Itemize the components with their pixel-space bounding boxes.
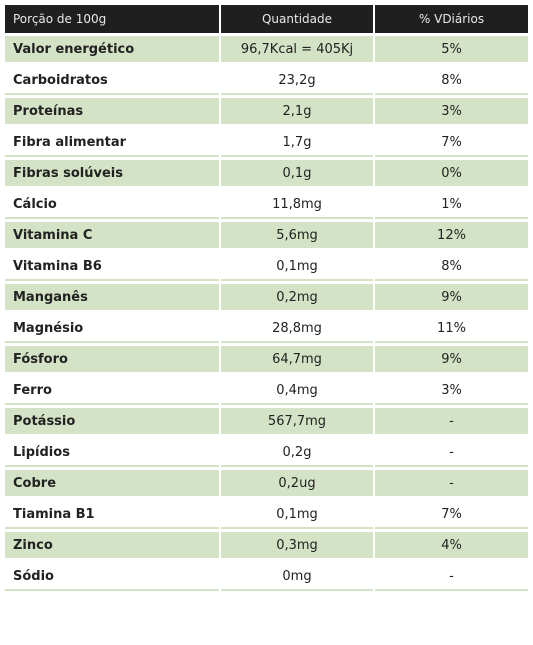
nutrient-quantity: 11,8mg <box>221 191 373 219</box>
nutrient-daily-value: - <box>375 470 528 498</box>
nutrient-daily-value: 3% <box>375 377 528 405</box>
header-portion: Porção de 100g <box>5 5 219 33</box>
nutrient-quantity: 0,1mg <box>221 501 373 529</box>
nutrient-daily-value: 9% <box>375 284 528 312</box>
nutrition-table: Porção de 100g Quantidade % VDiários Val… <box>3 2 530 594</box>
nutrient-daily-value: - <box>375 439 528 467</box>
nutrient-quantity: 0mg <box>221 563 373 591</box>
nutrient-daily-value: 8% <box>375 67 528 95</box>
nutrient-daily-value: 4% <box>375 532 528 560</box>
table-row: Ferro 0,4mg 3% <box>5 377 528 405</box>
nutrient-daily-value: 1% <box>375 191 528 219</box>
nutrient-daily-value: - <box>375 408 528 436</box>
nutrient-daily-value: - <box>375 563 528 591</box>
header-daily-value: % VDiários <box>375 5 528 33</box>
table-row: Fósforo 64,7mg 9% <box>5 346 528 374</box>
nutrient-daily-value: 12% <box>375 222 528 250</box>
nutrient-daily-value: 5% <box>375 36 528 64</box>
nutrient-quantity: 0,4mg <box>221 377 373 405</box>
table-row: Cobre 0,2ug - <box>5 470 528 498</box>
nutrient-name: Proteínas <box>5 98 219 126</box>
nutrient-daily-value: 7% <box>375 501 528 529</box>
nutrient-name: Fibras solúveis <box>5 160 219 188</box>
nutrient-name: Carboidratos <box>5 67 219 95</box>
table-row: Tiamina B1 0,1mg 7% <box>5 501 528 529</box>
nutrient-name: Fósforo <box>5 346 219 374</box>
nutrient-quantity: 23,2g <box>221 67 373 95</box>
nutrient-name: Vitamina B6 <box>5 253 219 281</box>
table-row: Fibra alimentar 1,7g 7% <box>5 129 528 157</box>
table-row: Sódio 0mg - <box>5 563 528 591</box>
table-row: Potássio 567,7mg - <box>5 408 528 436</box>
table-row: Proteínas 2,1g 3% <box>5 98 528 126</box>
nutrient-name: Ferro <box>5 377 219 405</box>
nutrient-name: Tiamina B1 <box>5 501 219 529</box>
header-quantity: Quantidade <box>221 5 373 33</box>
table-row: Cálcio 11,8mg 1% <box>5 191 528 219</box>
nutrient-name: Cobre <box>5 470 219 498</box>
nutrient-name: Zinco <box>5 532 219 560</box>
table-row: Carboidratos 23,2g 8% <box>5 67 528 95</box>
nutrient-name: Magnésio <box>5 315 219 343</box>
nutrient-quantity: 96,7Kcal = 405Kj <box>221 36 373 64</box>
nutrient-daily-value: 3% <box>375 98 528 126</box>
nutrient-name: Cálcio <box>5 191 219 219</box>
nutrient-daily-value: 7% <box>375 129 528 157</box>
table-row: Vitamina B6 0,1mg 8% <box>5 253 528 281</box>
nutrient-name: Lipídios <box>5 439 219 467</box>
nutrient-quantity: 5,6mg <box>221 222 373 250</box>
nutrient-quantity: 0,2ug <box>221 470 373 498</box>
nutrient-quantity: 64,7mg <box>221 346 373 374</box>
nutrient-name: Fibra alimentar <box>5 129 219 157</box>
nutrient-daily-value: 8% <box>375 253 528 281</box>
nutrient-name: Sódio <box>5 563 219 591</box>
nutrient-quantity: 0,1mg <box>221 253 373 281</box>
nutrient-daily-value: 11% <box>375 315 528 343</box>
table-row: Vitamina C 5,6mg 12% <box>5 222 528 250</box>
nutrient-name: Potássio <box>5 408 219 436</box>
table-row: Magnésio 28,8mg 11% <box>5 315 528 343</box>
nutrient-quantity: 28,8mg <box>221 315 373 343</box>
nutrient-quantity: 0,2g <box>221 439 373 467</box>
nutrient-quantity: 567,7mg <box>221 408 373 436</box>
nutrient-name: Vitamina C <box>5 222 219 250</box>
table-row: Lipídios 0,2g - <box>5 439 528 467</box>
nutrient-quantity: 0,2mg <box>221 284 373 312</box>
nutrient-quantity: 0,1g <box>221 160 373 188</box>
nutrient-quantity: 1,7g <box>221 129 373 157</box>
table-row: Manganês 0,2mg 9% <box>5 284 528 312</box>
nutrient-quantity: 2,1g <box>221 98 373 126</box>
header-row: Porção de 100g Quantidade % VDiários <box>5 5 528 33</box>
nutrient-daily-value: 0% <box>375 160 528 188</box>
table-row: Valor energético 96,7Kcal = 405Kj 5% <box>5 36 528 64</box>
nutrient-quantity: 0,3mg <box>221 532 373 560</box>
nutrient-name: Valor energético <box>5 36 219 64</box>
nutrient-name: Manganês <box>5 284 219 312</box>
nutrient-daily-value: 9% <box>375 346 528 374</box>
table-row: Zinco 0,3mg 4% <box>5 532 528 560</box>
table-row: Fibras solúveis 0,1g 0% <box>5 160 528 188</box>
